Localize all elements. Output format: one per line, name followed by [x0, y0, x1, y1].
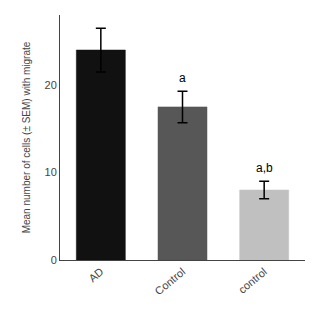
svg-text:a: a [179, 71, 186, 85]
svg-text:10: 10 [45, 166, 57, 178]
svg-text:Mean number of cells (± SEM) w: Mean number of cells (± SEM) with migrat… [21, 41, 32, 233]
svg-text:AD: AD [86, 265, 105, 284]
svg-text:a,b: a,b [256, 161, 273, 175]
svg-text:Control: Control [152, 265, 187, 297]
svg-text:control: control [236, 265, 269, 295]
svg-text:20: 20 [45, 79, 57, 91]
svg-text:0: 0 [51, 254, 57, 266]
